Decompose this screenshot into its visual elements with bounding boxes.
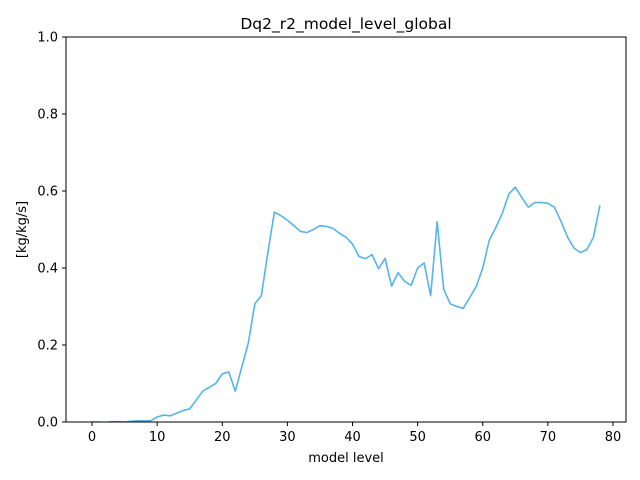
- chart-title: Dq2_r2_model_level_global: [240, 15, 451, 34]
- y-tick-label: 0.2: [37, 339, 58, 354]
- y-tick-label: 0.8: [37, 108, 58, 123]
- x-tick-label: 60: [474, 430, 491, 445]
- x-tick-label: 70: [540, 430, 557, 445]
- plot-area: [92, 186, 601, 422]
- x-tick-label: 0: [88, 430, 96, 445]
- x-tick-label: 20: [214, 430, 231, 445]
- x-tick-label: 50: [409, 430, 426, 445]
- x-axis-title: model level: [308, 451, 384, 466]
- y-axis-title: [kg/kg/s]: [15, 201, 30, 258]
- series-line-0: [92, 186, 601, 422]
- x-tick-label: 80: [605, 430, 622, 445]
- y-tick-label: 1.0: [37, 31, 58, 46]
- x-tick-label: 10: [149, 430, 166, 445]
- x-tick-label: 40: [344, 430, 361, 445]
- y-tick-label: 0.4: [37, 262, 58, 277]
- x-tick-label: 30: [279, 430, 296, 445]
- axis-ticks: 0 10 20 30 40 50 60 70 80 0.0 0.2 0.4 0.6 0.8 1.0: [37, 31, 621, 446]
- y-tick-label: 0.0: [37, 416, 58, 431]
- y-tick-label: 0.6: [37, 185, 58, 200]
- axes-frame: [65, 36, 627, 423]
